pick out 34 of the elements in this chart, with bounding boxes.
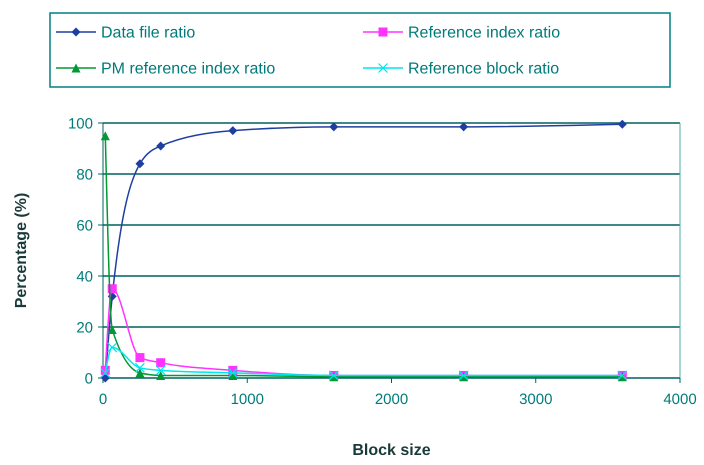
point [135,159,144,168]
legend-label: Reference index ratio [408,24,560,42]
point [108,325,117,334]
point [459,122,468,132]
point [156,358,166,368]
legend-label: PM reference index ratio [101,60,276,78]
point [135,368,144,378]
y-tick-label: 80 [76,166,93,184]
y-tick-label: 0 [84,370,93,388]
y-tick-label: 100 [68,115,93,132]
x-axis-title: Block size [352,442,431,459]
legend-label: Reference block ratio [408,60,560,78]
point [329,122,338,132]
point [156,370,166,380]
legend-label: Data file ratio [101,24,196,42]
y-tick-label: 20 [76,319,93,336]
point [618,120,627,129]
point [156,141,166,150]
x-tick-label: 1000 [230,391,264,408]
x-tick-label: 4000 [663,391,697,408]
point [107,342,118,352]
y-tick-label: 40 [76,268,93,286]
point [135,353,144,362]
x-tick-label: 2000 [374,391,408,408]
point [228,368,238,378]
point [156,365,166,376]
y-axis-title: Percentage (%) [13,192,30,308]
point [134,362,146,373]
point [228,126,238,136]
point [100,131,110,140]
y-tick-label: 60 [76,217,93,234]
x-tick-label: 3000 [519,391,552,408]
point [100,368,110,378]
x-tick-label: 0 [98,391,108,408]
